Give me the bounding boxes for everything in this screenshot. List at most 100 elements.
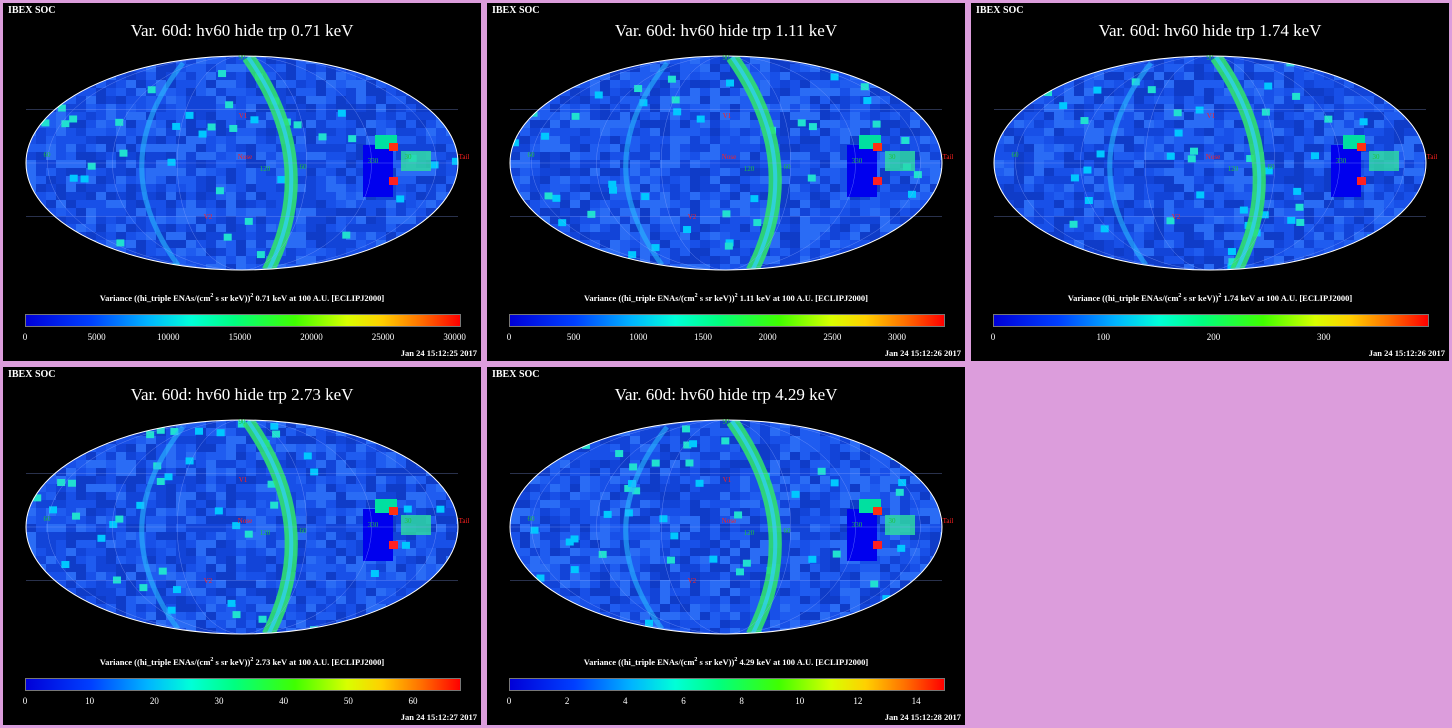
colorbar-tick-label: 30 bbox=[214, 696, 224, 706]
colorbar-tick-label: 300 bbox=[1316, 332, 1331, 342]
map-label-v1: V1 bbox=[239, 476, 248, 484]
map-label-lon_h: 60 bbox=[300, 527, 308, 535]
colorbar bbox=[25, 678, 461, 691]
colorbar-tick-label: 14 bbox=[911, 696, 921, 706]
panel-title: Var. 60d: hv60 hide trp 1.11 keV bbox=[614, 21, 838, 40]
map-label-lon_a: 30 bbox=[889, 517, 897, 525]
colorbar-tick-label: 0 bbox=[22, 696, 28, 706]
map-label-lon_left_edge: 60 bbox=[44, 151, 52, 159]
map-label-lon_h: 60 bbox=[300, 163, 308, 171]
sky-map-mollweide: 90 Nose Tail V1 V2 60 120 60 330 30 bbox=[25, 418, 470, 635]
colorbar-ticks: 0 2 4 6 8 10 12 14 bbox=[506, 696, 943, 708]
colorbar-tick-label: 20 bbox=[149, 696, 159, 706]
colorbar-tick-label: 15000 bbox=[228, 332, 252, 342]
map-label-nose: Nose bbox=[722, 153, 736, 161]
colorbar-tick-label: 5000 bbox=[87, 332, 106, 342]
panel-title: Var. 60d: hv60 hide trp 4.29 keV bbox=[614, 385, 838, 404]
colorbar-tick-label: 0 bbox=[990, 332, 996, 342]
map-label-v1: V1 bbox=[239, 112, 248, 120]
colorbar-tick-label: 25000 bbox=[371, 332, 395, 342]
map-label-tail: Tail bbox=[459, 517, 470, 525]
colorbar-tick-label: 200 bbox=[1206, 332, 1221, 342]
map-label-lon_left_edge: 60 bbox=[44, 515, 52, 523]
map-label-lon_g: 120 bbox=[744, 529, 755, 537]
sky-map-mollweide: 90 Nose Tail V1 V2 60 120 60 330 30 bbox=[25, 54, 470, 271]
variance-axis-label: Variance ((hi_triple ENAs/(cm2 s sr keV)… bbox=[583, 657, 869, 667]
ibex-soc-label: IBEX SOC bbox=[492, 369, 540, 380]
map-panel-1-11kev: IBEX SOC Var. 60d: hv60 hide trp 1.11 ke… bbox=[487, 3, 965, 361]
map-label-v2: V2 bbox=[688, 213, 697, 221]
colorbar-tick-label: 0 bbox=[22, 332, 28, 342]
colorbar bbox=[509, 314, 945, 327]
colorbar-tick-label: 12 bbox=[853, 696, 863, 706]
colorbar-tick-label: 60 bbox=[408, 696, 418, 706]
colorbar-ticks: 0 5000 10000 15000 20000 25000 30000 bbox=[22, 332, 466, 344]
colorbar-ticks: 0 100 200 300 bbox=[990, 332, 1427, 344]
variance-axis-label: Variance ((hi_triple ENAs/(cm2 s sr keV)… bbox=[99, 657, 385, 667]
map-label-nose: Nose bbox=[238, 517, 252, 525]
colorbar-tick-label: 100 bbox=[1096, 332, 1110, 342]
panel-title: Var. 60d: hv60 hide trp 2.73 keV bbox=[130, 385, 354, 404]
colorbar-tick-label: 6 bbox=[681, 696, 686, 706]
map-label-lon_c: 330 bbox=[1336, 157, 1347, 165]
colorbar-tick-label: 0 bbox=[506, 332, 512, 342]
colorbar-tick-label: 2000 bbox=[758, 332, 777, 342]
ibex-soc-label: IBEX SOC bbox=[8, 369, 56, 380]
map-label-lon_h: 60 bbox=[784, 527, 792, 535]
variance-axis-label: Variance ((hi_triple ENAs/(cm2 s sr keV)… bbox=[99, 293, 385, 303]
timestamp: Jan 24 15:12:28 2017 bbox=[884, 712, 961, 722]
map-label-lon_c: 330 bbox=[852, 521, 863, 529]
map-label-lon_left_edge: 60 bbox=[528, 515, 536, 523]
map-label-lon_a: 30 bbox=[889, 153, 897, 161]
map-label-lon_g: 120 bbox=[744, 165, 755, 173]
map-label-top: 90 bbox=[723, 54, 731, 62]
timestamp: Jan 24 15:12:26 2017 bbox=[1368, 348, 1445, 358]
colorbar-tick-label: 500 bbox=[566, 332, 581, 342]
map-label-nose: Nose bbox=[1206, 153, 1220, 161]
colorbar bbox=[993, 314, 1429, 327]
sky-map-mollweide: 90 Nose Tail V1 V2 60 120 60 330 30 bbox=[993, 54, 1437, 271]
map-label-top: 90 bbox=[723, 418, 731, 426]
ibex-soc-label: IBEX SOC bbox=[8, 5, 56, 16]
map-label-v1: V1 bbox=[723, 112, 732, 120]
timestamp: Jan 24 15:12:27 2017 bbox=[400, 712, 477, 722]
map-label-lon_g: 120 bbox=[260, 529, 271, 537]
map-label-nose: Nose bbox=[722, 517, 736, 525]
map-label-lon_g: 120 bbox=[260, 165, 271, 173]
colorbar-ticks: 0 10 20 30 40 50 60 bbox=[22, 696, 459, 708]
colorbar-tick-label: 2 bbox=[564, 696, 570, 706]
map-label-v2: V2 bbox=[204, 577, 213, 585]
map-label-lon_g: 120 bbox=[1228, 165, 1239, 173]
map-panel-4-29kev: IBEX SOC Var. 60d: hv60 hide trp 4.29 ke… bbox=[487, 367, 965, 725]
map-label-tail: Tail bbox=[943, 517, 954, 525]
map-label-top: 90 bbox=[239, 418, 247, 426]
sky-map-mollweide: 90 Nose Tail V1 V2 60 120 60 330 30 bbox=[509, 418, 954, 635]
variance-axis-label: Variance ((hi_triple ENAs/(cm2 s sr keV)… bbox=[584, 293, 868, 303]
map-label-lon_c: 330 bbox=[852, 157, 863, 165]
colorbar-tick-label: 40 bbox=[279, 696, 289, 706]
map-label-lon_c: 330 bbox=[368, 521, 379, 529]
map-label-lon_c: 330 bbox=[368, 157, 379, 165]
map-label-v2: V2 bbox=[1172, 213, 1181, 221]
variance-axis-label: Variance ((hi_triple ENAs/(cm2 s sr keV)… bbox=[1067, 293, 1353, 303]
timestamp: Jan 24 15:12:26 2017 bbox=[884, 348, 961, 358]
map-label-lon_a: 30 bbox=[405, 517, 413, 525]
colorbar-tick-label: 10000 bbox=[156, 332, 180, 342]
ibex-soc-label: IBEX SOC bbox=[492, 5, 540, 16]
panel-title: Var. 60d: hv60 hide trp 0.71 keV bbox=[130, 21, 354, 40]
map-label-top: 90 bbox=[1207, 54, 1215, 62]
map-label-tail: Tail bbox=[943, 153, 954, 161]
sky-map-mollweide: 90 Nose Tail V1 V2 60 120 60 330 30 bbox=[509, 54, 954, 271]
map-label-lon_a: 30 bbox=[1373, 153, 1381, 161]
colorbar-tick-label: 2500 bbox=[823, 332, 842, 342]
map-label-lon_left_edge: 60 bbox=[1012, 151, 1020, 159]
map-label-tail: Tail bbox=[459, 153, 470, 161]
panel-title: Var. 60d: hv60 hide trp 1.74 keV bbox=[1098, 21, 1322, 40]
colorbar-tick-label: 3000 bbox=[887, 332, 906, 342]
map-panel-1-74kev: IBEX SOC Var. 60d: hv60 hide trp 1.74 ke… bbox=[971, 3, 1449, 361]
colorbar-tick-label: 0 bbox=[506, 696, 512, 706]
colorbar-tick-label: 1500 bbox=[693, 332, 712, 342]
map-label-v1: V1 bbox=[723, 476, 732, 484]
colorbar-tick-label: 30000 bbox=[443, 332, 466, 342]
colorbar-ticks: 0 500 1000 1500 2000 2500 3000 bbox=[506, 332, 943, 344]
